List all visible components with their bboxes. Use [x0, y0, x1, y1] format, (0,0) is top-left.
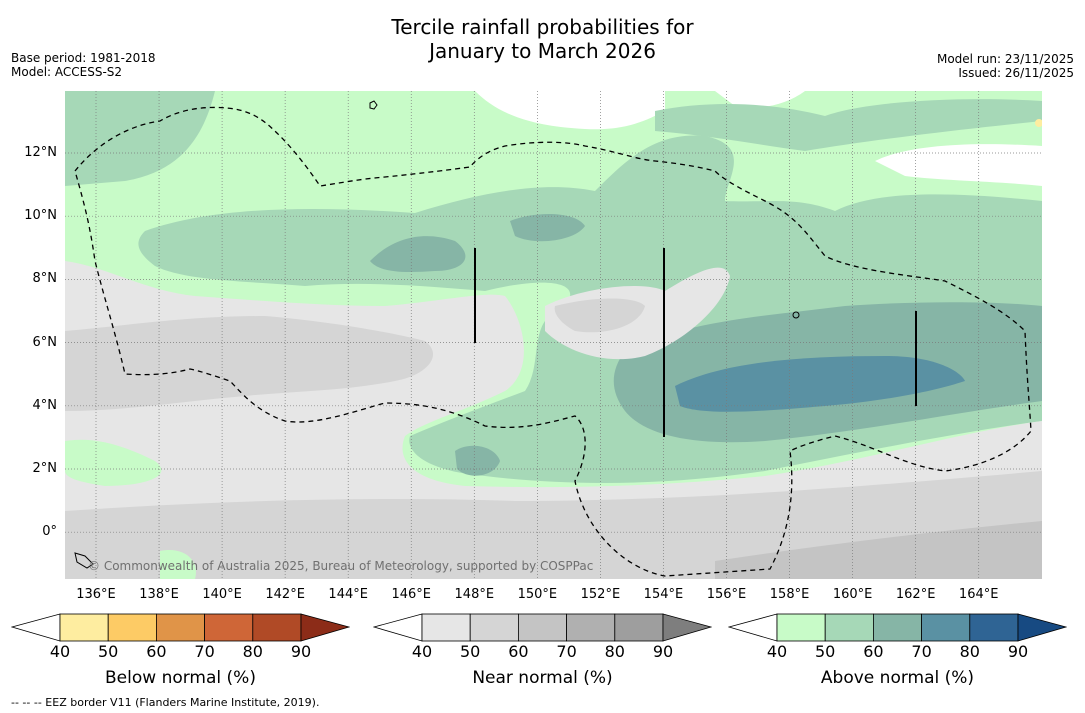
region-above-nw	[65, 91, 215, 186]
colorbar-segment	[872, 613, 922, 642]
colorbar-segment	[614, 613, 664, 642]
lat-label: 0°	[42, 524, 57, 540]
title-line-2: January to March 2026	[429, 39, 656, 63]
island-png	[74, 552, 94, 569]
colorbar-over-triangle	[300, 613, 350, 642]
lat-label: 2°N	[32, 461, 58, 476]
region-above-60-small	[510, 214, 585, 242]
region-above-60-west	[370, 236, 466, 272]
copyright-text: © Commonwealth of Australia 2025, Bureau…	[88, 559, 594, 573]
colorbar-tick-label: 40	[766, 642, 788, 661]
lat-label: 12°N	[24, 145, 57, 160]
lat-label: 8°N	[32, 271, 58, 287]
lon-label: 162°E	[895, 587, 936, 602]
lon-label: 144°E	[328, 587, 368, 602]
colorbar-under-triangle	[11, 613, 61, 642]
region-near-50-mid	[554, 298, 645, 333]
lon-label: 138°E	[139, 587, 179, 602]
colorbar-segment	[252, 613, 302, 642]
title-line-1: Tercile rainfall probabilities for	[391, 15, 694, 39]
lon-label: 140°E	[202, 587, 242, 602]
colorbar-tick-label: 50	[815, 642, 836, 661]
colorbar-segment	[969, 613, 1019, 642]
region-above-sw-2	[160, 550, 196, 579]
colorbar-tick-label: 60	[508, 642, 529, 661]
colorbar-segment	[776, 613, 826, 642]
below-normal-colorbar	[11, 613, 350, 642]
colorbar-under-triangle	[373, 613, 423, 642]
lon-label: 156°E	[706, 587, 747, 602]
region-near-50-west	[65, 316, 434, 411]
colorbar-tick-label: 90	[290, 642, 312, 661]
lon-label: 158°E	[769, 587, 810, 602]
base-period: Base period: 1981-2018	[11, 51, 156, 65]
colorbar-segment	[204, 613, 254, 642]
graticule	[65, 91, 1042, 579]
region-above-north	[655, 99, 1042, 151]
below-normal-patch	[1035, 119, 1042, 127]
model-run: Model run: 23/11/2025	[936, 52, 1074, 66]
colorbar-tick-label: 80	[242, 642, 263, 661]
lon-label: 154°E	[643, 587, 684, 602]
colorbar-over-triangle	[662, 613, 712, 642]
near-normal-colorbar-title: Near normal (%)	[472, 668, 613, 688]
below-normal-colorbar-title: Below normal (%)	[105, 668, 256, 688]
issued-date: Issued: 26/11/2025	[958, 66, 1074, 80]
lat-label: 10°N	[24, 208, 57, 224]
colorbar-tick-label: 80	[959, 642, 980, 661]
colorbar-tick-label: 90	[1007, 642, 1029, 661]
lat-label: 6°N	[32, 334, 58, 350]
region-white-top-2	[715, 91, 805, 108]
colorbar-segment	[566, 613, 616, 642]
region-white-right	[875, 144, 1042, 186]
lon-label: 148°E	[454, 587, 495, 602]
colorbar-tick-label: 50	[460, 642, 481, 661]
region-above-60-south	[455, 445, 500, 476]
colorbar-segment	[59, 613, 109, 642]
above-normal-colorbar	[728, 613, 1067, 642]
colorbar-segment	[469, 613, 519, 642]
eez-border	[74, 106, 1032, 577]
colorbar-segment	[824, 613, 874, 642]
colorbar-tick-label: 40	[49, 642, 71, 661]
colorbar-tick-label: 80	[604, 642, 625, 661]
colorbar-tick-label: 90	[652, 642, 674, 661]
above-normal-colorbar-title: Above normal (%)	[820, 668, 975, 688]
region-above-sw	[65, 439, 162, 486]
colorbar-segment	[421, 613, 471, 642]
colorbar-segment	[921, 613, 971, 642]
lon-label: 150°E	[517, 587, 558, 602]
region-white-top	[395, 91, 665, 130]
model-name: Model: ACCESS-S2	[11, 65, 123, 79]
eez-legend-note: -- -- -- EEZ border V11 (Flanders Marine…	[11, 696, 320, 709]
region-near-60	[715, 521, 1042, 579]
lon-label: 160°E	[832, 587, 873, 602]
lat-label: 4°N	[32, 397, 58, 413]
island-guam	[369, 100, 378, 110]
rainfall-map	[65, 91, 1042, 579]
island-pohnpei	[792, 311, 800, 319]
region-above-70	[675, 356, 965, 412]
lon-label: 164°E	[958, 587, 999, 602]
lon-label: 152°E	[580, 587, 621, 602]
colorbar-tick-label: 60	[146, 642, 167, 661]
colorbar-tick-label: 70	[911, 642, 932, 661]
lon-label: 136°E	[76, 587, 116, 602]
colorbar-under-triangle	[728, 613, 778, 642]
lon-label: 142°E	[265, 587, 305, 602]
colorbar-segment	[155, 613, 205, 642]
colorbar-tick-label: 50	[98, 642, 119, 661]
colorbar-tick-label: 60	[863, 642, 884, 661]
lon-label: 146°E	[391, 587, 432, 602]
near-normal-colorbar	[373, 613, 712, 642]
colorbar-segment	[107, 613, 157, 642]
colorbar-segment	[517, 613, 567, 642]
colorbar-tick-label: 40	[411, 642, 433, 661]
colorbar-over-triangle	[1017, 613, 1067, 642]
colorbar-tick-label: 70	[194, 642, 215, 661]
colorbar-tick-label: 70	[556, 642, 577, 661]
